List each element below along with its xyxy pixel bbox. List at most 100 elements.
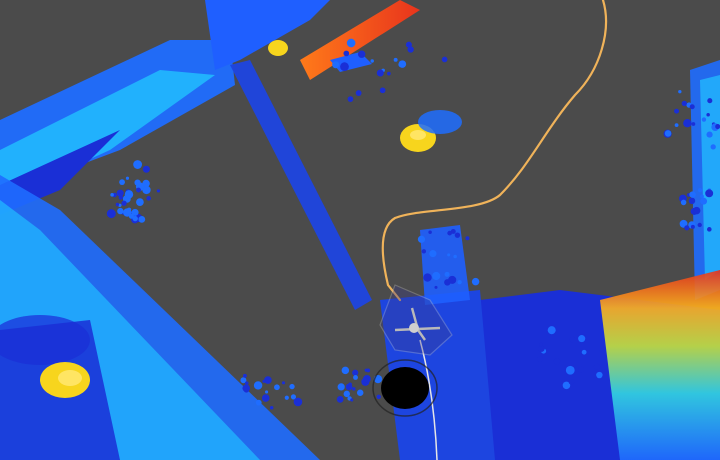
pointcloud-dot [448, 275, 457, 284]
pointcloud-dot [689, 191, 696, 198]
yellow-blob-left [40, 362, 90, 398]
pointcloud-dot [537, 356, 543, 363]
pointcloud-dot [697, 188, 703, 193]
pointcloud-dot [697, 222, 702, 228]
pointcloud-dot [355, 90, 362, 96]
goal-marker-icon[interactable] [372, 359, 438, 417]
yellow-blob-top [268, 40, 288, 56]
pointcloud-dot [265, 390, 269, 394]
robot-column [380, 225, 495, 460]
pointcloud-dot [450, 228, 456, 234]
pointcloud-dot [407, 46, 414, 53]
pointcloud-dot [706, 112, 710, 117]
wall-bottom-right [480, 270, 720, 460]
pointcloud-dot [337, 383, 345, 391]
pointcloud-dot [347, 96, 354, 102]
pointcloud-dot [581, 349, 587, 355]
pointcloud-dot [289, 383, 295, 390]
pointcloud-dot [121, 200, 127, 206]
pointcloud-dot [429, 250, 437, 258]
pointcloud-dot [578, 335, 586, 343]
pointcloud-dot [405, 41, 412, 48]
diagonal-beam [230, 60, 372, 310]
pointcloud-dot [136, 198, 144, 207]
pointcloud-dot [146, 196, 151, 201]
pointcloud-dot [674, 108, 680, 114]
pointcloud-dot [242, 384, 250, 392]
pointcloud-dot [346, 38, 356, 48]
pointcloud-dot [568, 379, 575, 385]
pointcloud-dot [596, 371, 603, 379]
pointcloud-dot [332, 61, 340, 69]
pointcloud-dot [136, 187, 141, 193]
pointcloud-dot [264, 376, 272, 384]
pointcloud-dot [131, 208, 139, 216]
pointcloud-dot [565, 365, 575, 375]
pointcloud-dot [379, 87, 386, 94]
pointcloud-dot [142, 179, 150, 188]
pointcloud-dot [261, 394, 270, 402]
pointcloud-dot [352, 369, 359, 376]
pointcloud-dot [110, 193, 114, 197]
pointcloud-dot [417, 235, 426, 243]
pointcloud-dot [132, 215, 138, 222]
pointcloud-dot [593, 363, 601, 370]
pointcloud-dot [700, 194, 704, 199]
trajectory-path [381, 0, 607, 302]
pointcloud-dot [444, 271, 450, 277]
pointcloud-dot [340, 62, 349, 72]
pointcloud-dot [253, 381, 263, 390]
pointcloud-dot [678, 89, 682, 94]
pointcloud-dot [599, 348, 605, 353]
pointcloud-dot [376, 394, 381, 399]
trajectory-path-lower [419, 339, 438, 460]
pointcloud-dot [352, 387, 356, 391]
pointcloud-dot [115, 202, 120, 207]
pointcloud-dot [348, 382, 352, 387]
pointcloud-dot [353, 375, 358, 380]
pointcloud-dot [124, 190, 134, 199]
pointcloud-dot [538, 345, 545, 352]
pointcloud-dot [341, 366, 350, 375]
pointcloud-dot [336, 395, 344, 403]
pointcloud-dot [553, 358, 561, 365]
pointcloud-dot [465, 236, 470, 241]
pointcloud-dot [664, 130, 672, 137]
pointcloud-dot [116, 189, 124, 197]
pointcloud-dot [688, 197, 696, 205]
pointcloud-dot [680, 199, 687, 206]
pointcloud-dot [370, 59, 374, 63]
pointcloud-dot [274, 384, 280, 391]
left-pillar-group [43, 137, 351, 455]
pointcloud-scatter [106, 38, 720, 410]
pointcloud-dot [269, 405, 274, 410]
pointcloud-dot [428, 230, 432, 234]
pointcloud-dot [119, 179, 125, 186]
pointcloud-dot [689, 104, 695, 110]
pointcloud-dot [706, 131, 713, 138]
pointcloud-dot [106, 209, 116, 219]
pointcloud-dot [138, 215, 146, 223]
pointcloud-dot [357, 50, 366, 58]
pointcloud-dot [454, 232, 461, 238]
pointcloud-dot [281, 381, 286, 385]
pointcloud-dot [690, 224, 695, 229]
pointcloud-dot [343, 50, 350, 57]
pointcloud-dot [710, 144, 716, 150]
pointcloud-dot [244, 381, 249, 385]
wall-top-left [0, 40, 235, 215]
pointcloud-dot [387, 71, 391, 76]
pointcloud-dot [447, 253, 451, 257]
pointcloud-dot [398, 60, 407, 68]
pointcloud-dot [343, 390, 351, 398]
pointcloud-dot [117, 207, 124, 215]
pointcloud-dot [715, 124, 720, 130]
pointcloud-dot [255, 399, 262, 406]
pointcloud-dot [705, 189, 714, 198]
pointcloud-dot [578, 366, 585, 373]
robot-pose-icon[interactable] [379, 284, 453, 356]
pointcloud-dot [569, 336, 576, 343]
pointcloud-dot [421, 249, 427, 254]
